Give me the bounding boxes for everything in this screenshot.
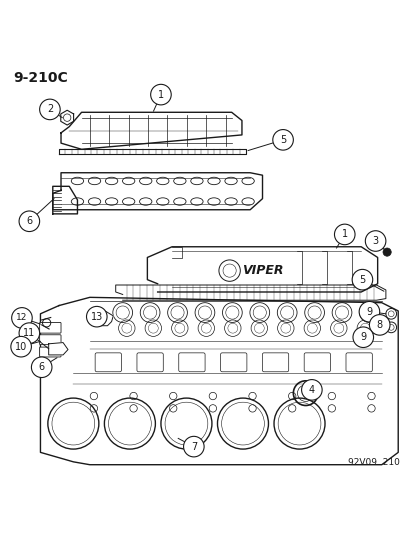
Circle shape bbox=[364, 231, 385, 251]
Text: 9: 9 bbox=[359, 332, 366, 342]
Circle shape bbox=[40, 99, 60, 120]
Text: 7: 7 bbox=[190, 442, 197, 451]
Text: VIPER: VIPER bbox=[241, 264, 282, 277]
Polygon shape bbox=[96, 311, 113, 326]
Circle shape bbox=[11, 336, 31, 357]
Polygon shape bbox=[49, 343, 68, 355]
Circle shape bbox=[19, 211, 40, 231]
Circle shape bbox=[150, 84, 171, 105]
Circle shape bbox=[19, 323, 40, 343]
Text: 8: 8 bbox=[376, 320, 382, 330]
Text: 4: 4 bbox=[308, 385, 314, 395]
Circle shape bbox=[31, 357, 52, 377]
FancyBboxPatch shape bbox=[40, 335, 61, 345]
Text: 10: 10 bbox=[15, 342, 27, 352]
Circle shape bbox=[382, 248, 390, 256]
FancyBboxPatch shape bbox=[40, 347, 61, 357]
Text: 92V09  210: 92V09 210 bbox=[348, 458, 399, 467]
Circle shape bbox=[301, 379, 321, 400]
Circle shape bbox=[334, 224, 354, 245]
Text: 11: 11 bbox=[23, 328, 36, 338]
Circle shape bbox=[86, 306, 107, 327]
Text: 9-210C: 9-210C bbox=[14, 71, 68, 85]
Circle shape bbox=[351, 269, 372, 290]
Text: 12: 12 bbox=[16, 313, 28, 322]
Circle shape bbox=[272, 130, 293, 150]
Circle shape bbox=[183, 437, 204, 457]
Text: 2: 2 bbox=[47, 104, 53, 115]
Text: 3: 3 bbox=[372, 236, 378, 246]
Text: 5: 5 bbox=[358, 274, 365, 285]
Text: 9: 9 bbox=[366, 306, 372, 317]
Text: 6: 6 bbox=[38, 362, 45, 372]
Text: 13: 13 bbox=[90, 312, 103, 322]
Circle shape bbox=[368, 314, 389, 335]
Text: 5: 5 bbox=[279, 135, 285, 145]
Circle shape bbox=[358, 302, 379, 322]
Circle shape bbox=[12, 308, 32, 328]
Text: 1: 1 bbox=[341, 229, 347, 239]
Text: 6: 6 bbox=[26, 216, 32, 227]
Circle shape bbox=[352, 327, 373, 348]
Text: 1: 1 bbox=[157, 90, 164, 100]
FancyBboxPatch shape bbox=[40, 322, 61, 333]
